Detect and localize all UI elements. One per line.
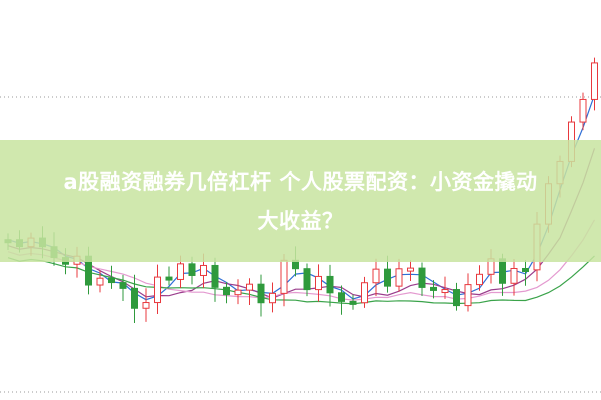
candle-up (315, 275, 322, 291)
title-banner (0, 140, 601, 262)
candle-up (407, 267, 414, 272)
candle-up (234, 289, 242, 296)
candle-down (384, 268, 391, 287)
candle-down (430, 286, 437, 291)
candle-up (280, 259, 288, 294)
title-line-1: a股融资融券几倍杠杆 个人股票配资：小资金撬动 (63, 170, 538, 194)
candle-up (395, 268, 403, 287)
candle-down (119, 282, 127, 289)
candle-down (338, 292, 345, 302)
candle-up (464, 284, 472, 307)
candle-up (441, 289, 449, 294)
moving-average-line (7, 148, 596, 299)
candle-up (200, 264, 207, 276)
candle-up (96, 277, 104, 286)
candle-down (165, 276, 173, 281)
article-title: a股融资融券几倍杠杆 个人股票配资：小资金撬动 大收益？ (0, 163, 601, 241)
candle-down (257, 283, 265, 304)
moving-average-line (7, 219, 596, 301)
candle-down (453, 289, 460, 307)
moving-average-line (7, 255, 595, 305)
candle-down (211, 264, 219, 288)
candle-up (269, 292, 276, 304)
candle-up (591, 62, 598, 100)
candle-down (131, 287, 138, 309)
candle-down (303, 268, 311, 291)
candle-up (142, 302, 150, 309)
candle-down (418, 267, 426, 288)
title-line-2: 大收益？ (257, 209, 344, 233)
candle-up (372, 268, 380, 284)
candle-down (188, 263, 196, 276)
candle-up (246, 283, 253, 291)
moving-average-line (7, 94, 596, 301)
candle-up (361, 282, 368, 304)
candle-down (326, 275, 334, 294)
candle-up (154, 276, 161, 304)
candle-down (522, 267, 529, 272)
candle-up (476, 273, 483, 286)
candle-up (579, 98, 587, 123)
candle-up (510, 267, 518, 284)
candle-down (349, 300, 357, 305)
candle-down (223, 286, 230, 296)
candle-down (499, 258, 506, 284)
candle-up (177, 263, 184, 280)
candle-down (108, 277, 115, 284)
